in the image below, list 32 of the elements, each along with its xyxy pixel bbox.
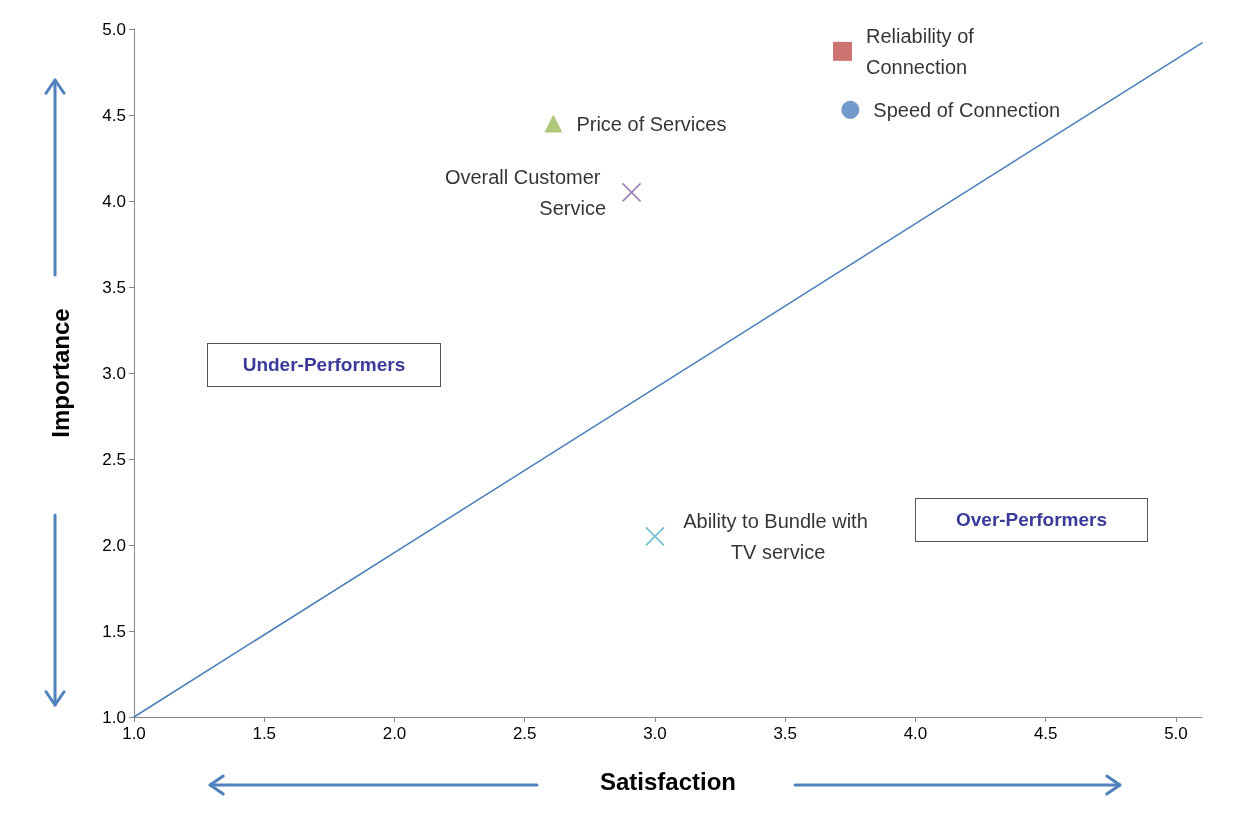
y-tick-label: 2.0 — [102, 535, 126, 555]
point — [841, 100, 860, 119]
series-label: Price of Services — [576, 112, 727, 135]
y-tick-label: 3.0 — [102, 363, 126, 383]
x-tick-label: 2.0 — [382, 724, 407, 743]
x-tick-label: 5.0 — [1164, 724, 1188, 743]
series-label: Reliability of Connection — [866, 24, 980, 78]
y-tick-label: 4.0 — [102, 191, 126, 211]
x-tick-label: 2.5 — [512, 724, 537, 743]
y-tick-label: 3.5 — [102, 277, 126, 297]
series-label: Speed of Connection — [873, 98, 1061, 121]
series-label: Overall Customer Service — [444, 165, 607, 219]
x-tick-label: 1.5 — [252, 724, 277, 743]
x-tick-label: 3.5 — [773, 724, 798, 743]
x-tick-label: 3.0 — [643, 724, 667, 743]
x-tick-label: 4.5 — [1033, 724, 1058, 743]
y-tick-label: 1.5 — [102, 621, 126, 641]
y-axis-title: Importance — [46, 308, 74, 438]
point — [621, 182, 642, 203]
y-tick-label: 2.5 — [102, 449, 126, 469]
point — [833, 41, 853, 61]
y-tick-label: 4.5 — [102, 105, 126, 125]
point — [645, 526, 665, 547]
x-tick-label: 1.0 — [122, 724, 146, 743]
point — [544, 114, 563, 133]
x-tick-label: 4.0 — [903, 724, 928, 743]
annotation: Over-Performers — [915, 498, 1148, 542]
y-tick-label: 1.0 — [102, 707, 126, 727]
annotation: Under-Performers — [207, 343, 441, 387]
series-label: Ability to Bundle with TV service — [683, 509, 868, 563]
x-axis-title: Satisfaction — [599, 767, 737, 795]
y-tick-label: 5.0 — [102, 19, 126, 39]
